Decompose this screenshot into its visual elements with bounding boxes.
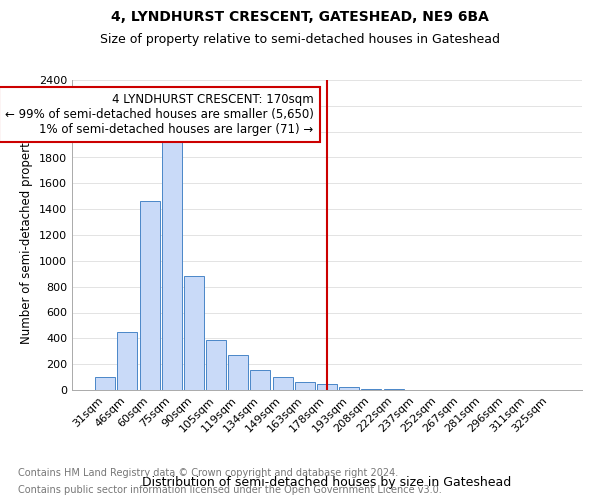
Text: Contains public sector information licensed under the Open Government Licence v3: Contains public sector information licen…: [18, 485, 442, 495]
Bar: [250, 370, 271, 390]
Bar: [339, 388, 359, 390]
Bar: [206, 340, 226, 390]
Bar: [184, 276, 204, 390]
Bar: [295, 382, 315, 390]
Text: Contains HM Land Registry data © Crown copyright and database right 2024.: Contains HM Land Registry data © Crown c…: [18, 468, 398, 477]
Text: 4 LYNDHURST CRESCENT: 170sqm
← 99% of semi-detached houses are smaller (5,650)
1: 4 LYNDHURST CRESCENT: 170sqm ← 99% of se…: [5, 93, 314, 136]
Bar: [272, 377, 293, 390]
Bar: [361, 388, 382, 390]
Text: Size of property relative to semi-detached houses in Gateshead: Size of property relative to semi-detach…: [100, 32, 500, 46]
Y-axis label: Number of semi-detached properties: Number of semi-detached properties: [20, 126, 34, 344]
Bar: [228, 355, 248, 390]
X-axis label: Distribution of semi-detached houses by size in Gateshead: Distribution of semi-detached houses by …: [142, 476, 512, 488]
Text: 4, LYNDHURST CRESCENT, GATESHEAD, NE9 6BA: 4, LYNDHURST CRESCENT, GATESHEAD, NE9 6B…: [111, 10, 489, 24]
Bar: [317, 384, 337, 390]
Bar: [95, 377, 115, 390]
Bar: [162, 129, 182, 390]
Bar: [118, 332, 137, 390]
Bar: [140, 202, 160, 390]
